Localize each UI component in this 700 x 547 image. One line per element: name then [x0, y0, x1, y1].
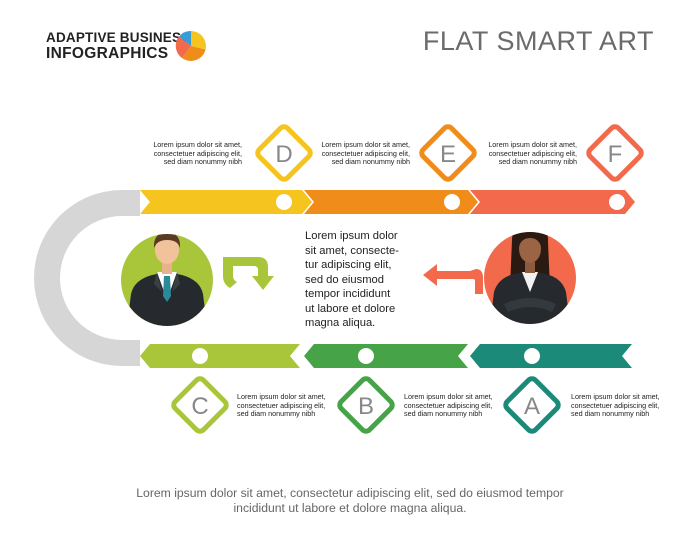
- step-letter-d: D: [275, 141, 292, 168]
- step-letter-f: F: [608, 141, 623, 168]
- band-dot-c: [192, 348, 208, 364]
- step-e-text: Lorem ipsum dolor sit amet, consectetuer…: [321, 140, 410, 167]
- step-b-text: Lorem ipsum dolor sit amet, consectetuer…: [404, 392, 493, 419]
- band-dot-e: [444, 194, 460, 210]
- businesswoman-icon: [484, 232, 576, 324]
- step-diamond-b: B: [337, 376, 395, 434]
- step-diamond-c: C: [171, 376, 229, 434]
- step-letter-c: C: [191, 393, 208, 420]
- band-arrow-d: [140, 190, 312, 214]
- center-description: Lorem ipsum dolor sit amet, consecte- tu…: [305, 230, 399, 329]
- band-arrow-a: [470, 344, 632, 368]
- band-arrow-c: [140, 344, 300, 368]
- step-letter-a: A: [524, 393, 540, 420]
- footer-text: Lorem ipsum dolor sit amet, consectetur …: [136, 486, 564, 515]
- brand: ADAPTIVE BUSINESS INFOGRAPHICS: [46, 30, 190, 63]
- page-title: FLAT SMART ART: [422, 26, 654, 56]
- step-f-text: Lorem ipsum dolor sit amet, consectetuer…: [488, 140, 577, 167]
- step-c-text: Lorem ipsum dolor sit amet, consectetuer…: [237, 392, 326, 419]
- step-diamond-f: F: [586, 124, 644, 182]
- band-arrow-f: [470, 190, 635, 214]
- pie-chart-icon: [175, 30, 206, 61]
- brand-line1: ADAPTIVE BUSINESS: [46, 30, 191, 45]
- step-diamond-a: A: [503, 376, 561, 434]
- step-d-text: Lorem ipsum dolor sit amet, consectetuer…: [153, 140, 242, 167]
- step-letter-e: E: [440, 141, 456, 168]
- band-dot-a: [524, 348, 540, 364]
- businessman-icon: [121, 234, 213, 326]
- band-dot-d: [276, 194, 292, 210]
- step-a-text: Lorem ipsum dolor sit amet, consectetuer…: [571, 392, 660, 419]
- turn-right-arrow-icon: [223, 257, 274, 290]
- band-arrow-e: [304, 190, 478, 214]
- turn-left-arrow-icon: [423, 264, 483, 294]
- step-diamond-d: D: [255, 124, 313, 182]
- gray-arc-connector: [34, 190, 140, 366]
- band-dot-f: [609, 194, 625, 210]
- brand-line2: INFOGRAPHICS: [46, 45, 169, 62]
- band-dot-b: [358, 348, 374, 364]
- step-letter-b: B: [358, 393, 374, 420]
- step-diamond-e: E: [419, 124, 477, 182]
- band-arrow-b: [304, 344, 468, 368]
